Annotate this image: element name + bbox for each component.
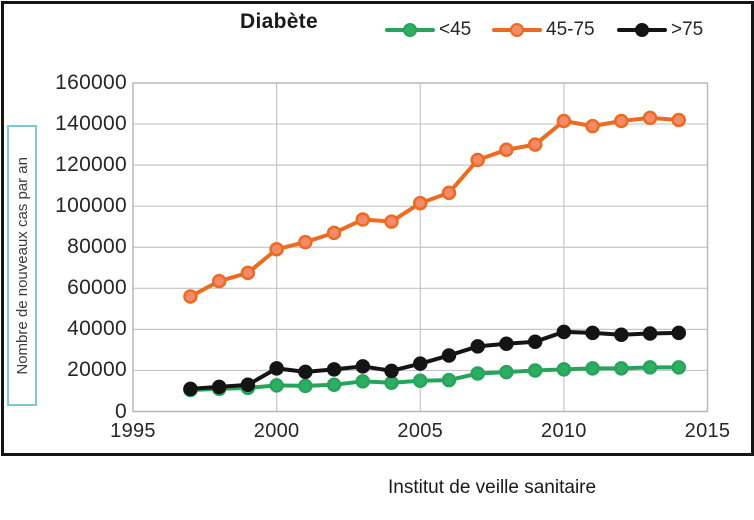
legend-item-label: 45-75 xyxy=(546,19,595,40)
legend-dot-icon xyxy=(510,23,524,37)
y-tick-label: 80000 xyxy=(67,235,127,259)
legend-item-gt75: >75 xyxy=(617,19,703,41)
legend-line-marker-icon xyxy=(492,23,542,37)
y-tick-label: 160000 xyxy=(55,71,127,94)
y-tick-label: 0 xyxy=(115,399,127,423)
legend-dot-icon xyxy=(635,23,649,37)
y-tick-label: 60000 xyxy=(67,276,127,300)
legend-item-lt45: <45 xyxy=(385,19,471,41)
y-tick-label: 120000 xyxy=(55,153,127,177)
x-tick-label: 1995 xyxy=(110,420,156,442)
y-tick-label: 20000 xyxy=(67,358,127,382)
x-tick-label: 2010 xyxy=(541,420,587,442)
y-tick-label: 140000 xyxy=(55,112,127,136)
legend-item-label: >75 xyxy=(671,19,704,40)
legend-dot-icon xyxy=(403,23,417,37)
y-tick-label: 40000 xyxy=(67,317,127,341)
legend-item-45-75: 45-75 xyxy=(492,19,595,41)
x-tick-label: 2005 xyxy=(397,420,444,442)
source-caption: Institut de veille sanitaire xyxy=(388,477,597,498)
y-tick-label: 100000 xyxy=(55,194,127,218)
y-axis-title: Nombre de nouveaux cas par an xyxy=(13,156,31,375)
legend-line-marker-icon xyxy=(617,23,667,37)
chart-title: Diabète xyxy=(240,10,318,33)
legend-item-label: <45 xyxy=(439,19,472,40)
x-tick-label: 2015 xyxy=(684,420,731,442)
y-axis-title-box: Nombre de nouveaux cas par an xyxy=(7,125,37,406)
x-tick-label: 2000 xyxy=(253,420,300,442)
legend-line-marker-icon xyxy=(385,23,435,37)
